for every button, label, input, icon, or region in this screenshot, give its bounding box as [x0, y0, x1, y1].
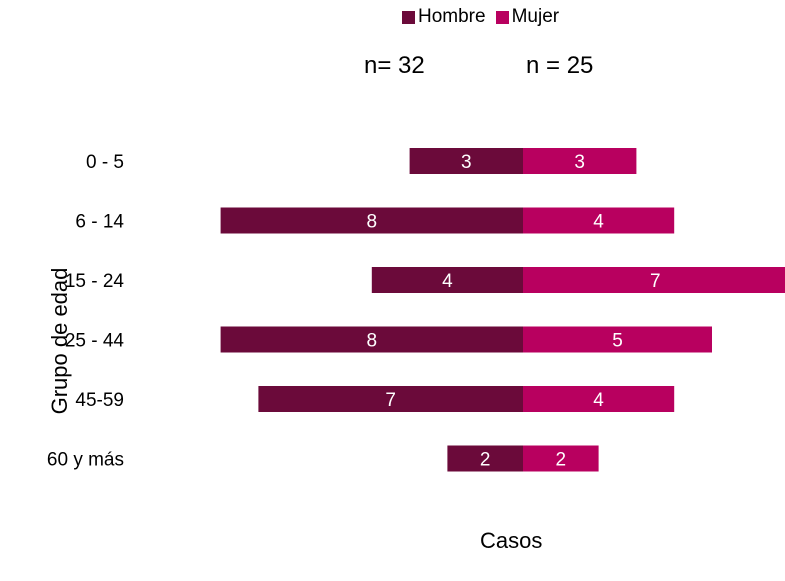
data-label-hombre: 4	[442, 271, 453, 292]
y-tick-label: 6 - 14	[75, 212, 124, 233]
y-tick-label: 0 - 5	[86, 152, 124, 173]
x-axis-label: Casos	[480, 528, 543, 553]
data-label-hombre: 2	[480, 450, 491, 471]
bar-hombre	[371, 267, 523, 293]
bar-mujer	[523, 445, 599, 472]
legend-label-mujer: Mujer	[511, 6, 560, 27]
y-tick-label: 60 y más	[47, 450, 124, 471]
bar-mujer	[523, 386, 675, 412]
data-label-hombre: 3	[461, 152, 472, 173]
data-label-hombre: 8	[367, 331, 378, 352]
data-label-hombre: 7	[385, 390, 396, 411]
bar-mujer	[523, 148, 637, 174]
y-tick-label: 45-59	[75, 390, 124, 411]
legend-swatch-hombre	[402, 10, 415, 24]
bar-mujer	[523, 267, 785, 293]
bar-mujer	[523, 207, 675, 234]
bar-hombre	[409, 148, 523, 174]
data-label-mujer: 3	[574, 152, 585, 173]
y-tick-label: 25 - 44	[65, 331, 125, 352]
bar-hombre	[258, 386, 523, 412]
data-label-mujer: 4	[593, 212, 604, 233]
legend: Hombre Mujer	[402, 6, 559, 28]
data-label-mujer: 7	[650, 271, 661, 292]
data-label-mujer: 2	[556, 450, 567, 471]
y-tick-label: 15 - 24	[65, 271, 125, 292]
bar-hombre	[220, 326, 523, 353]
n-count-hombre: n= 32	[364, 52, 425, 79]
y-axis-label: Grupo de edad	[47, 267, 72, 415]
bar-hombre	[220, 207, 523, 234]
data-label-mujer: 5	[612, 331, 623, 352]
data-label-hombre: 8	[367, 212, 378, 233]
legend-label-hombre: Hombre	[418, 6, 486, 27]
bar-mujer	[523, 326, 712, 353]
legend-swatch-mujer	[495, 10, 509, 24]
n-count-mujer: n = 25	[526, 52, 594, 79]
bar-hombre	[447, 445, 523, 472]
legend-item-hombre: Hombre	[402, 6, 486, 28]
data-label-mujer: 4	[593, 390, 604, 411]
legend-item-mujer: Mujer	[495, 6, 560, 28]
